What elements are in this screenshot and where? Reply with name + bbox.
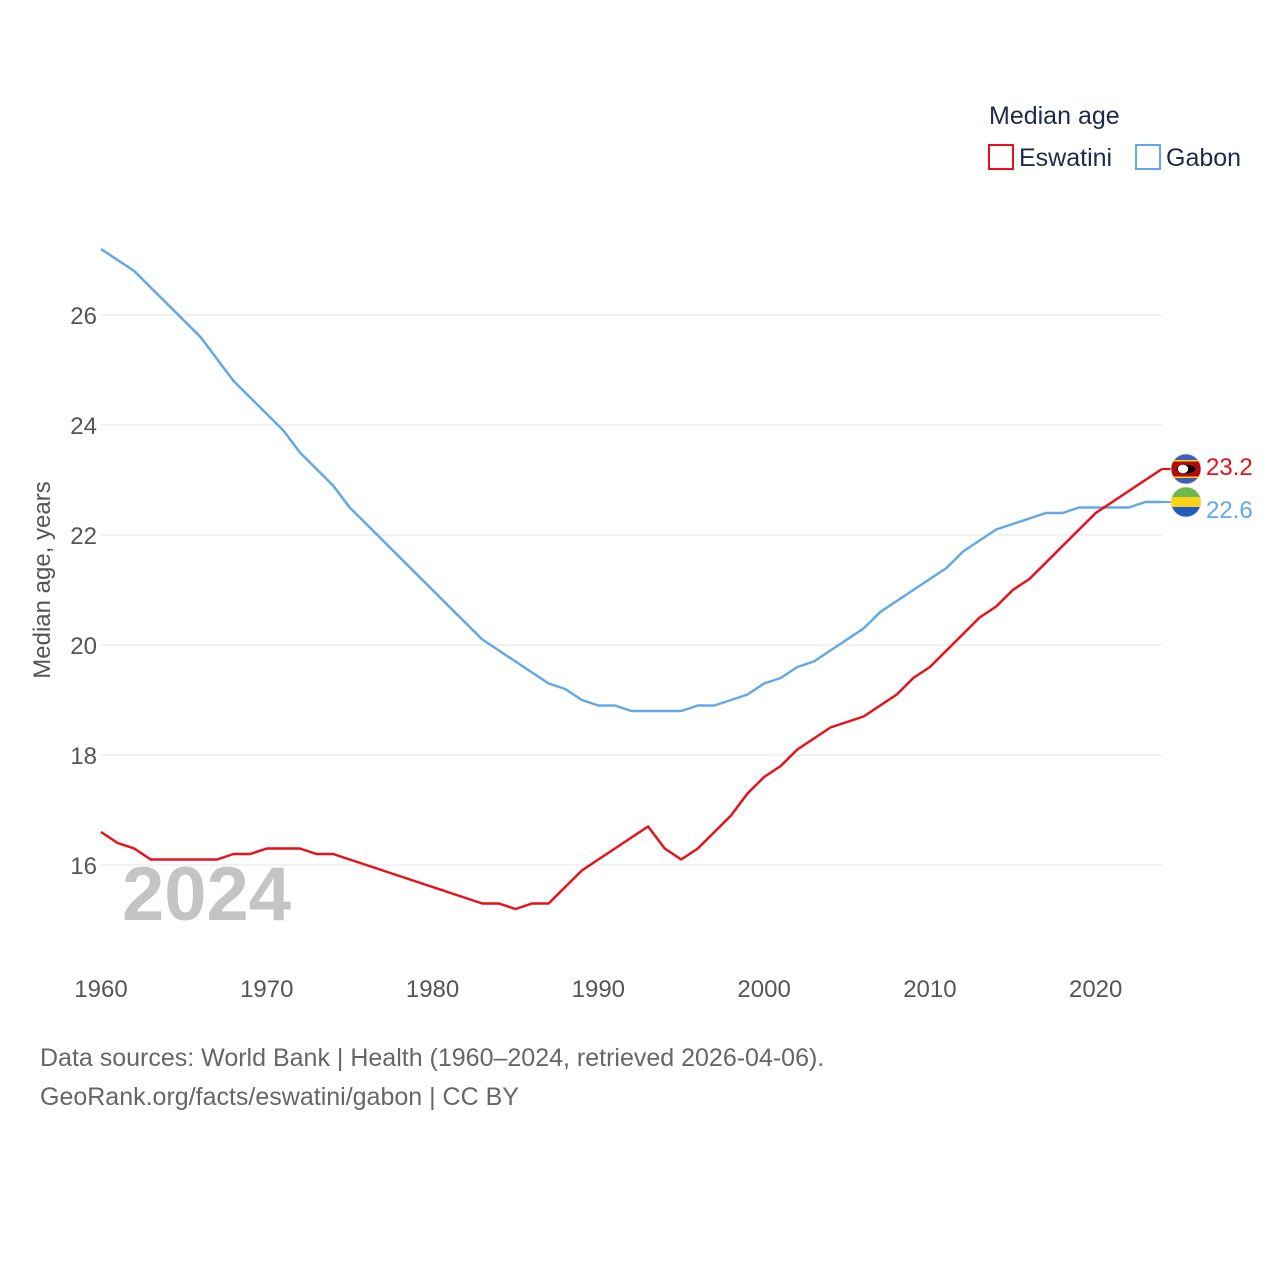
line-chart: 16 18 20 22 24 26 1960 1970 1980 1990 2000 2010 202… [29,102,1253,1003]
x-tick-label-2020: 2020 [1069,976,1122,1003]
data-source-note: Data sources: World Bank | Health (1960–… [40,1044,825,1072]
gabon-flag-icon [1170,486,1202,518]
x-tick-label-1990: 1990 [572,976,625,1003]
attribution-note: GeoRank.org/facts/eswatini/gabon | CC BY [40,1083,519,1111]
year-watermark: 2024 [122,852,291,937]
y-tick-label-22: 22 [70,523,97,550]
legend-item-gabon[interactable]: Gabon [1135,144,1241,172]
x-tick-label-1980: 1980 [406,976,459,1003]
legend-swatch-eswatini [988,144,1014,170]
y-tick-label-20: 20 [70,633,97,660]
legend-item-eswatini[interactable]: Eswatini [988,144,1112,172]
series-lines [100,247,1163,911]
end-value-label-eswatini: 23.2 [1206,454,1253,481]
legend-label-eswatini: Eswatini [1019,144,1112,172]
gridlines [101,314,1162,866]
legend-label-gabon: Gabon [1166,144,1241,172]
legend-title: Median age [989,102,1120,130]
series-end-markers: 23.2 22.6 [1162,453,1253,524]
y-tick-label-16: 16 [70,853,97,880]
y-tick-label-26: 26 [70,303,97,330]
x-axis-ticks: 1960 1970 1980 1990 2000 2010 2020 [74,976,1122,1003]
y-axis-ticks: 16 18 20 22 24 26 [70,303,97,880]
series-line-eswatini [100,467,1163,911]
legend-swatch-gabon [1135,144,1161,170]
x-tick-label-2000: 2000 [737,976,790,1003]
end-value-label-gabon: 22.6 [1206,497,1253,524]
y-tick-label-18: 18 [70,743,97,770]
eswatini-flag-icon [1170,453,1202,485]
x-tick-label-2010: 2010 [903,976,956,1003]
x-tick-label-1960: 1960 [74,976,127,1003]
x-tick-label-1970: 1970 [240,976,293,1003]
y-tick-label-24: 24 [70,413,97,440]
series-line-gabon [100,247,1162,713]
y-axis-title: Median age, years [29,481,56,678]
legend: Median age Eswatini Gabon [988,102,1241,172]
